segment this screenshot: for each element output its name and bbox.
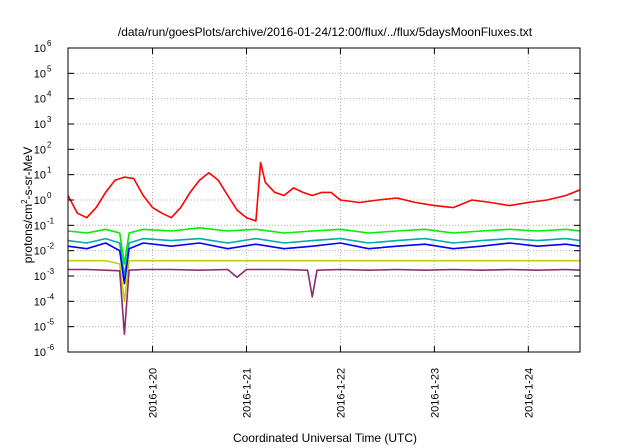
series-line [68, 268, 581, 336]
y-axis-label: protons/cm2-s-sr-MeV [20, 147, 35, 263]
y-tick-base: 10 [34, 271, 46, 283]
y-tick-base: 10 [34, 322, 46, 334]
y-tick-label: 10 [34, 170, 46, 182]
y-tick-label: 10 [34, 220, 46, 232]
y-tick-exponent: -5 [47, 318, 55, 327]
y-tick-exponent: -2 [47, 242, 55, 251]
y-tick-label: 10 [34, 296, 46, 308]
y-tick-base: 10 [34, 170, 46, 182]
series-line [67, 237, 581, 277]
y-tick-exponent: -6 [47, 343, 55, 352]
series-line [68, 259, 580, 303]
series-line [67, 227, 581, 265]
x-tick-label: 2016-1-22 [335, 368, 347, 418]
y-tick-label: 10 [34, 144, 46, 156]
y-tick-exponent: -1 [47, 216, 55, 225]
y-tick-exponent: 3 [47, 115, 52, 124]
y-axis-ticks: 10 -610 -510 -410 -310 -210 -110 010 110 210 310 41… [34, 39, 580, 359]
x-tick-label: 2016-1-23 [429, 368, 441, 418]
y-tick-label: 10 [34, 322, 46, 334]
y-tick-label: 10 [34, 119, 46, 131]
x-axis-ticks: 2016-1-20 2016-1-21 2016-1-22 2016-1-23 2016… [148, 48, 535, 418]
y-tick-base: 10 [34, 119, 46, 131]
x-axis-label: Coordinated Universal Time (UTC) [233, 431, 417, 445]
y-tick-base: 10 [34, 296, 46, 308]
y-tick-exponent: -3 [47, 267, 55, 276]
y-tick-base: 10 [34, 220, 46, 232]
y-tick-exponent: 6 [47, 39, 52, 48]
y-tick-base: 10 [34, 68, 46, 80]
x-tick-label: 2016-1-24 [523, 368, 535, 418]
series-line [67, 242, 581, 285]
series-lines [67, 161, 581, 336]
x-tick-label: 2016-1-21 [241, 368, 253, 418]
y-tick-exponent: -4 [47, 292, 55, 301]
y-tick-exponent: 2 [47, 140, 52, 149]
y-tick-label: 10 [34, 271, 46, 283]
y-axis-label-sup: 2 [20, 199, 29, 204]
y-tick-label: 10 [34, 94, 46, 106]
y-tick-exponent: 0 [47, 191, 52, 200]
y-tick-base: 10 [34, 94, 46, 106]
y-axis-label-pre: protons/cm [21, 204, 35, 263]
y-tick-label: 10 [34, 68, 46, 80]
y-tick-label: 10 [34, 43, 46, 55]
y-tick-label: 10 [34, 195, 46, 207]
y-tick-label: 10 [34, 347, 46, 359]
y-tick-exponent: 5 [47, 64, 52, 73]
y-tick-exponent: 1 [47, 166, 52, 175]
grid-lines [68, 48, 580, 352]
y-tick-base: 10 [34, 347, 46, 359]
series-line [67, 161, 581, 222]
y-tick-base: 10 [34, 246, 46, 258]
y-tick-base: 10 [34, 144, 46, 156]
y-tick-exponent: 4 [47, 90, 52, 99]
y-tick-base: 10 [34, 43, 46, 55]
x-tick-label: 2016-1-20 [148, 368, 160, 418]
y-axis-label-post: -s-sr-MeV [21, 147, 35, 200]
y-tick-label: 10 [34, 246, 46, 258]
chart-title: /data/run/goesPlots/archive/2016-01-24/1… [118, 25, 533, 39]
y-tick-base: 10 [34, 195, 46, 207]
